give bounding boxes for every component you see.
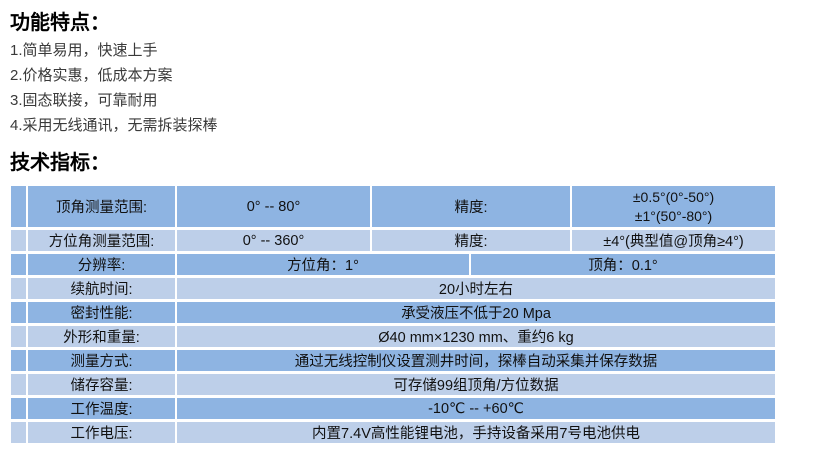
storage-label: 储存容量: xyxy=(28,374,175,395)
apex-precision-value: ±0.5°(0°-50°) ±1°(50°-80°) xyxy=(572,186,775,227)
table-row-storage: 储存容量: 可存储99组顶角/方位数据 xyxy=(11,374,775,395)
voltage-label: 工作电压: xyxy=(28,422,175,443)
table-row-resolution: 分辨率: 方位角：1° 顶角：0.1° xyxy=(11,254,775,275)
apex-range-label: 顶角测量范围: xyxy=(28,186,175,227)
table-row-battery-life: 续航时间: 20小时左右 xyxy=(11,278,775,299)
sealing-value: 承受液压不低于20 Mpa xyxy=(177,302,775,323)
table-row-azimuth-range: 方位角测量范围: 0° -- 360° 精度: ±4°(典型值@顶角≥4°) xyxy=(11,230,775,251)
azimuth-precision-value: ±4°(典型值@顶角≥4°) xyxy=(572,230,775,251)
feature-list: 1.简单易用，快速上手 2.价格实惠，低成本方案 3.固态联接，可靠耐用 4.采… xyxy=(10,38,821,138)
azimuth-precision-label: 精度: xyxy=(372,230,570,251)
feature-item-1: 1.简单易用，快速上手 xyxy=(10,42,158,59)
row-strip-cell xyxy=(11,350,26,371)
row-strip-cell xyxy=(11,326,26,347)
features-heading: 功能特点： xyxy=(10,12,110,34)
table-row-measure-mode: 测量方式: 通过无线控制仪设置测井时间，探棒自动采集并保存数据 xyxy=(11,350,775,371)
apex-precision-line1: ±0.5°(0°-50°) xyxy=(632,188,715,205)
page: 功能特点： 1.简单易用，快速上手 2.价格实惠，低成本方案 3.固态联接，可靠… xyxy=(9,12,821,446)
battery-life-value: 20小时左右 xyxy=(177,278,775,299)
table-row-temperature: 工作温度: -10℃ -- +60℃ xyxy=(11,398,775,419)
row-strip-cell xyxy=(11,422,26,443)
table-row-apex-range: 顶角测量范围: 0° -- 80° 精度: ±0.5°(0°-50°) ±1°(… xyxy=(11,186,775,227)
apex-range-value: 0° -- 80° xyxy=(177,186,370,227)
table-row-voltage: 工作电压: 内置7.4V高性能锂电池，手持设备采用7号电池供电 xyxy=(11,422,775,443)
measure-mode-label: 测量方式: xyxy=(28,350,175,371)
row-strip-cell xyxy=(11,278,26,299)
row-strip-cell xyxy=(11,230,26,251)
temperature-value: -10℃ -- +60℃ xyxy=(177,398,775,419)
sealing-label: 密封性能: xyxy=(28,302,175,323)
temperature-label: 工作温度: xyxy=(28,398,175,419)
azimuth-range-label: 方位角测量范围: xyxy=(28,230,175,251)
feature-item-4: 4.采用无线通讯，无需拆装探棒 xyxy=(10,117,218,134)
specs-table: 顶角测量范围: 0° -- 80° 精度: ±0.5°(0°-50°) ±1°(… xyxy=(9,183,777,446)
feature-item-3: 3.固态联接，可靠耐用 xyxy=(10,92,158,109)
row-strip-cell xyxy=(11,374,26,395)
row-strip-cell xyxy=(11,254,26,275)
resolution-label: 分辨率: xyxy=(28,254,175,275)
voltage-value: 内置7.4V高性能锂电池，手持设备采用7号电池供电 xyxy=(177,422,775,443)
storage-value: 可存储99组顶角/方位数据 xyxy=(177,374,775,395)
resolution-azimuth-value: 方位角：1° xyxy=(177,254,469,275)
apex-precision-line2: ±1°(50°-80°) xyxy=(634,207,713,224)
row-strip-cell xyxy=(11,186,26,227)
feature-item-2: 2.价格实惠，低成本方案 xyxy=(10,67,173,84)
table-row-dimensions: 外形和重量: Ø40 mm×1230 mm、重约6 kg xyxy=(11,326,775,347)
measure-mode-value: 通过无线控制仪设置测井时间，探棒自动采集并保存数据 xyxy=(177,350,775,371)
row-strip-cell xyxy=(11,398,26,419)
resolution-apex-value: 顶角：0.1° xyxy=(471,254,775,275)
table-row-sealing: 密封性能: 承受液压不低于20 Mpa xyxy=(11,302,775,323)
dimensions-value: Ø40 mm×1230 mm、重约6 kg xyxy=(177,326,775,347)
row-strip-cell xyxy=(11,302,26,323)
dimensions-label: 外形和重量: xyxy=(28,326,175,347)
battery-life-label: 续航时间: xyxy=(28,278,175,299)
azimuth-range-value: 0° -- 360° xyxy=(177,230,370,251)
apex-precision-label: 精度: xyxy=(372,186,570,227)
specs-heading: 技术指标： xyxy=(10,152,110,174)
